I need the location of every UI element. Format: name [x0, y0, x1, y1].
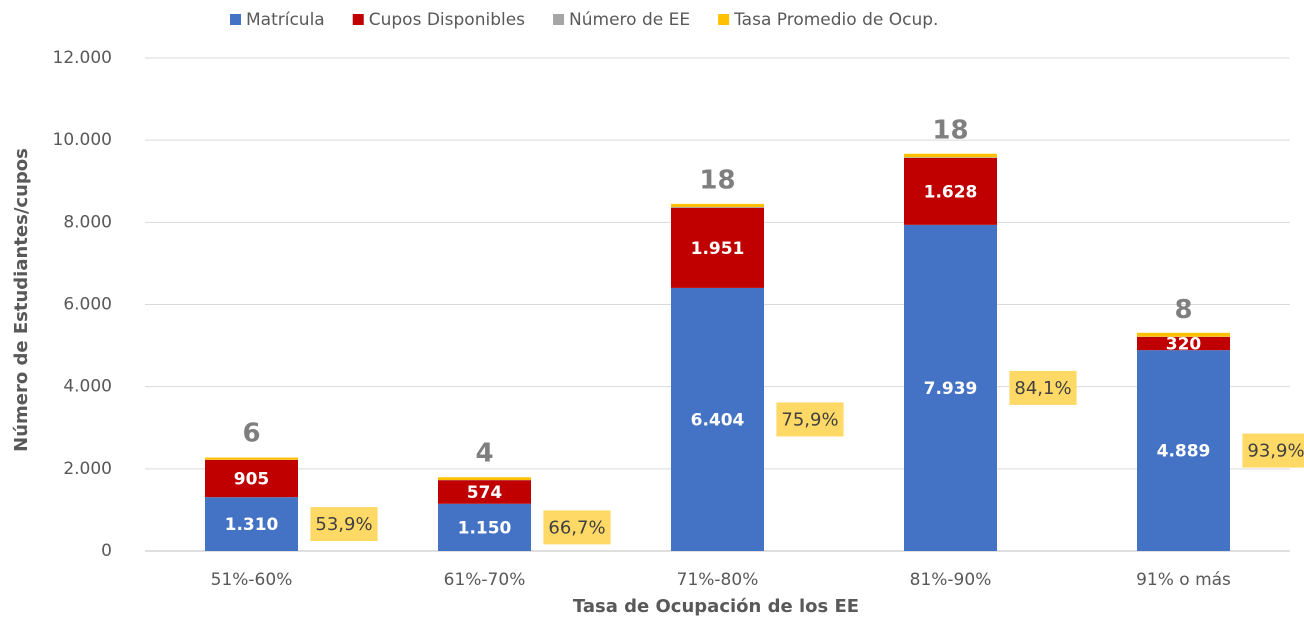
bar-segment	[904, 157, 997, 225]
legend-label: Cupos Disponibles	[369, 10, 525, 30]
data-label-bg	[1009, 370, 1077, 405]
data-label: 84,1%	[1014, 378, 1071, 399]
data-label: 6	[242, 418, 260, 448]
bar-segment	[671, 207, 764, 288]
x-tick-label: 51%-60%	[211, 570, 293, 590]
legend-swatch	[553, 14, 565, 25]
data-label: 7.939	[924, 379, 978, 399]
data-label: 320	[1166, 335, 1202, 355]
legend-label: Matrícula	[246, 10, 325, 30]
bar-segment	[205, 457, 298, 460]
data-label: 574	[467, 483, 503, 503]
x-axis-title: Tasa de Ocupación de los EE	[573, 596, 859, 617]
data-label: 4.889	[1157, 442, 1211, 462]
y-tick-label: 10.000	[53, 130, 112, 150]
legend-label: Número de EE	[569, 10, 690, 30]
x-tick-label: 61%-70%	[444, 570, 526, 590]
data-label-bg	[543, 510, 611, 545]
bar-segment	[1137, 332, 1230, 337]
legend-swatch	[230, 14, 241, 25]
bar-segment	[438, 503, 531, 551]
data-label-bg	[776, 402, 844, 437]
y-tick-label: 4.000	[63, 377, 112, 397]
data-label: 18	[932, 116, 968, 146]
x-tick-label: 91% o más	[1136, 570, 1231, 590]
bar-segment	[438, 480, 531, 504]
data-label: 1.951	[691, 239, 745, 259]
data-label-bg	[1242, 433, 1304, 468]
data-label-bg	[310, 507, 378, 542]
data-label: 6.404	[691, 410, 745, 430]
bar-segment	[1137, 350, 1230, 551]
data-label: 905	[234, 470, 270, 490]
bar-segment	[205, 460, 298, 498]
bar-segment	[904, 153, 997, 158]
x-tick-label: 81%-90%	[910, 570, 992, 590]
legend-swatch	[352, 14, 364, 25]
bar-segment	[205, 497, 298, 551]
data-label: 1.310	[225, 515, 279, 535]
data-label: 4	[475, 439, 493, 469]
y-axis-title: Número de Estudiantes/cupos	[11, 148, 32, 452]
y-tick-label: 6.000	[63, 295, 112, 315]
y-tick-label: 2.000	[63, 459, 112, 479]
data-label: 75,9%	[781, 409, 838, 430]
data-label: 18	[699, 166, 735, 196]
data-label: 1.150	[458, 518, 512, 538]
bar-segment	[438, 477, 531, 481]
bar-segment	[904, 224, 997, 551]
bar-segment	[904, 157, 997, 158]
data-label: 8	[1174, 295, 1192, 325]
data-label: 1.628	[924, 182, 978, 202]
y-tick-label: 12.000	[53, 48, 112, 68]
bar-segment	[671, 207, 764, 208]
bar-segment	[1137, 336, 1230, 351]
data-label: 53,9%	[315, 514, 372, 535]
data-label: 93,9%	[1247, 441, 1304, 462]
y-tick-label: 0	[101, 541, 112, 561]
bar-segment	[671, 287, 764, 551]
legend-label: Tasa Promedio de Ocup.	[733, 10, 938, 30]
y-tick-label: 8.000	[63, 212, 112, 232]
data-label: 66,7%	[548, 517, 605, 538]
bar-segment	[671, 203, 764, 208]
x-tick-label: 71%-80%	[677, 570, 759, 590]
legend-swatch	[718, 14, 730, 25]
